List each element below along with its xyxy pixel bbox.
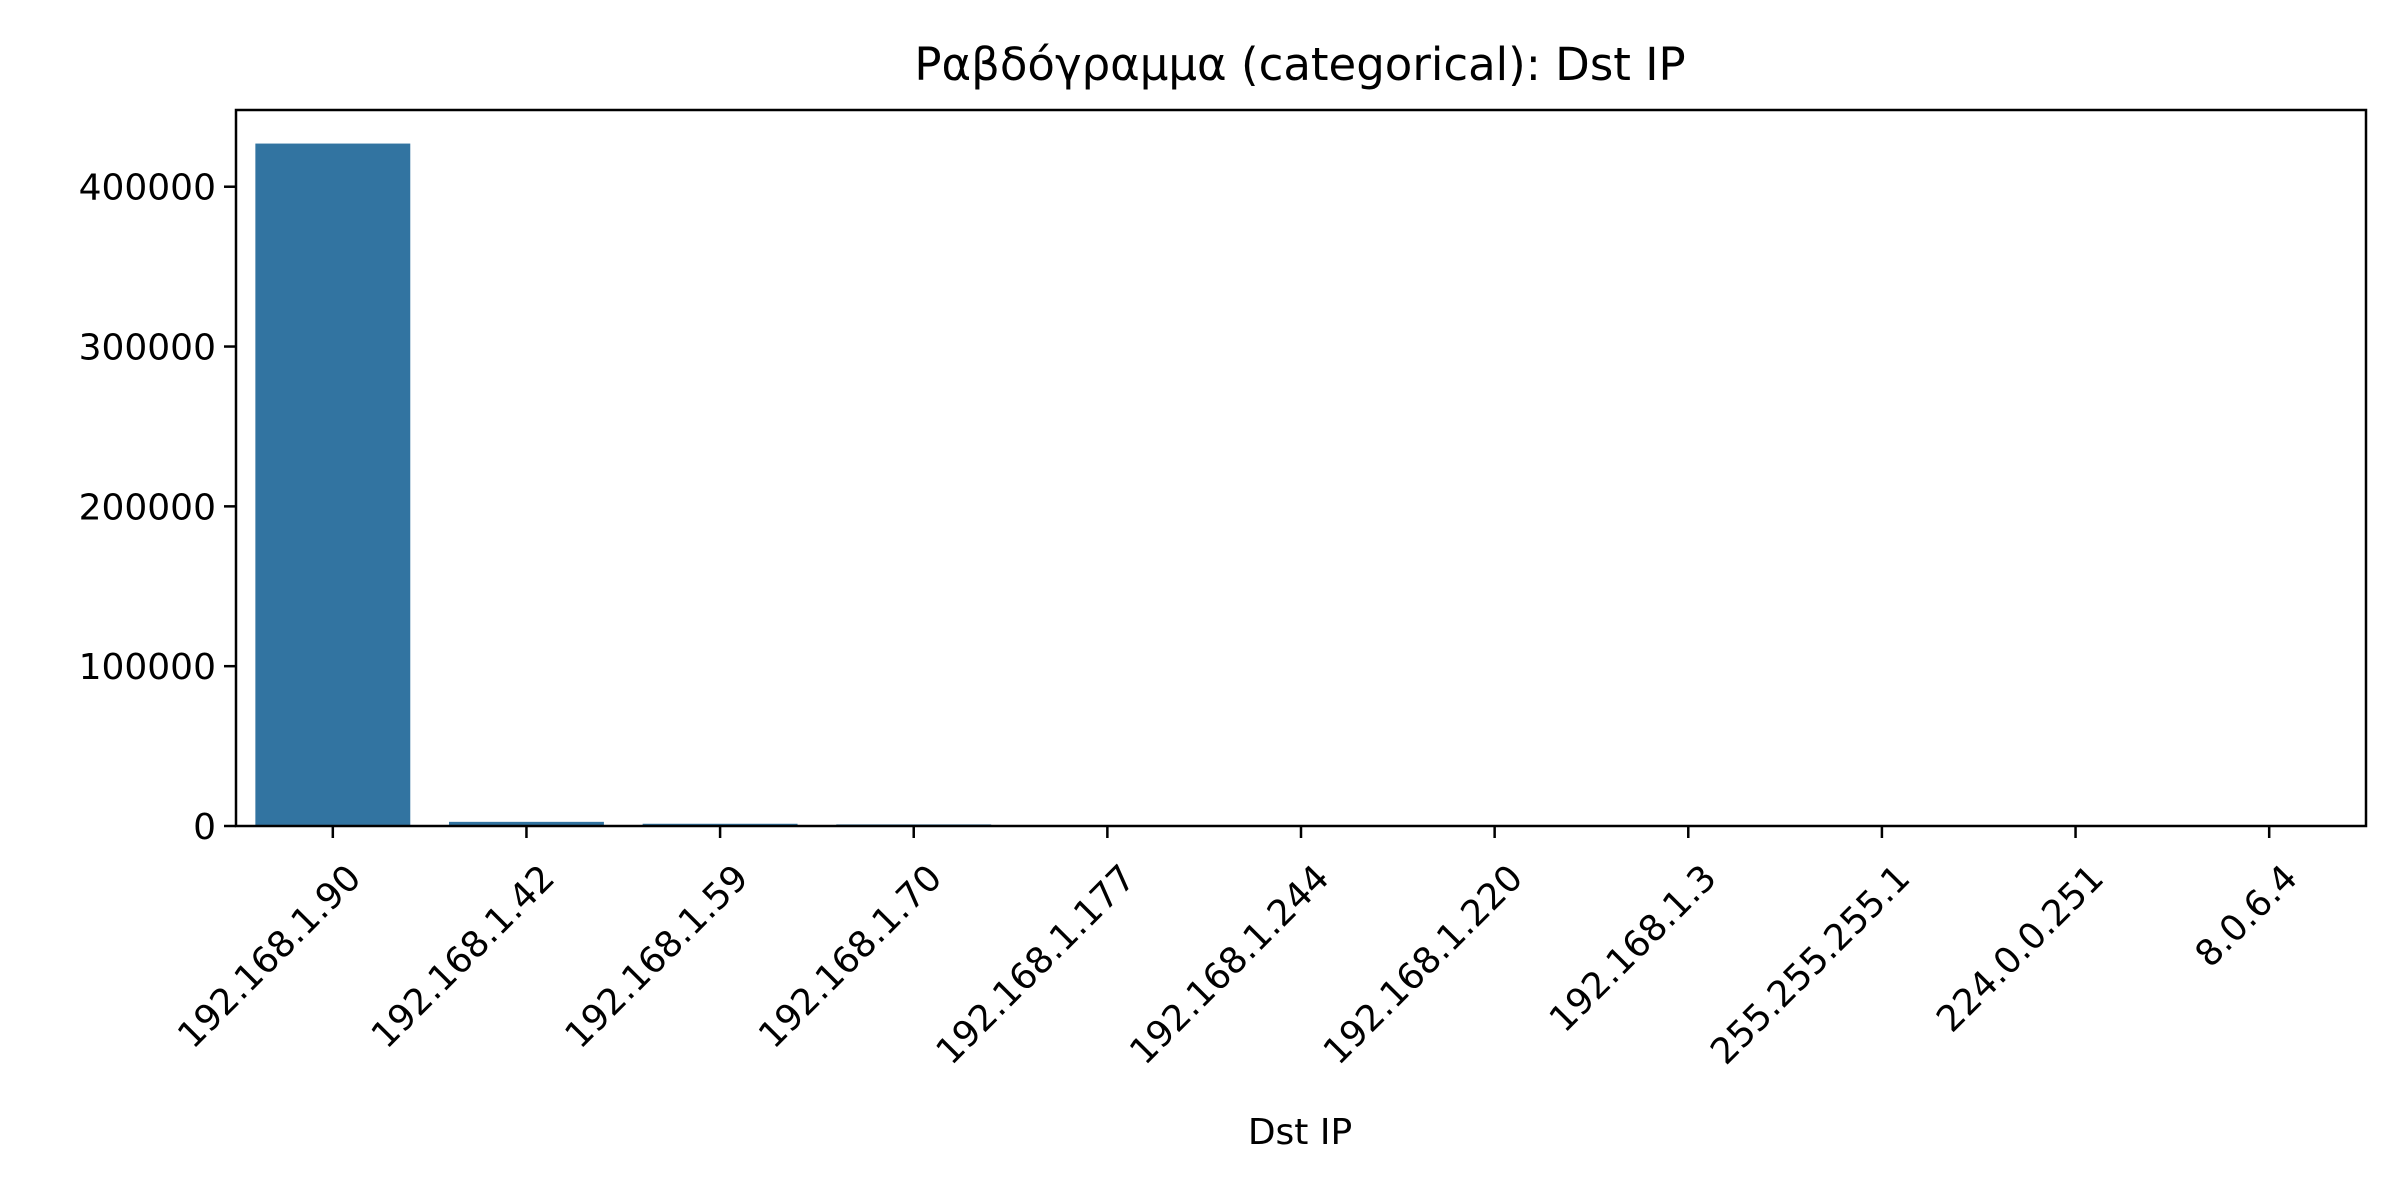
x-tick-label: 224.0.0.251 bbox=[1929, 857, 2112, 1040]
bar-192.168.1.42 bbox=[449, 821, 604, 826]
x-tick-label: 192.168.1.59 bbox=[558, 857, 757, 1056]
x-tick-label: 192.168.1.177 bbox=[929, 857, 1144, 1072]
y-tick-label: 200000 bbox=[79, 487, 216, 528]
x-tick-label: 192.168.1.90 bbox=[170, 857, 369, 1056]
x-tick-label: 192.168.1.244 bbox=[1122, 857, 1337, 1072]
x-tick-label: 255.255.255.1 bbox=[1703, 857, 1918, 1072]
x-tick-label: 192.168.1.220 bbox=[1316, 857, 1531, 1072]
x-axis: 192.168.1.90192.168.1.42192.168.1.59192.… bbox=[170, 826, 2306, 1073]
y-tick-label: 300000 bbox=[79, 328, 216, 369]
plot-frame bbox=[234, 108, 2368, 828]
y-tick-label: 0 bbox=[193, 807, 216, 848]
y-axis: 0 100000 200000 300000 400000 bbox=[79, 168, 236, 848]
x-tick-label: 192.168.1.70 bbox=[751, 857, 950, 1056]
y-tick-label: 100000 bbox=[79, 647, 216, 688]
x-axis-label: Dst IP bbox=[1248, 1112, 1352, 1153]
y-tick-label: 400000 bbox=[79, 168, 216, 209]
bars-group bbox=[255, 143, 2347, 826]
bar-192.168.1.90 bbox=[255, 143, 411, 826]
x-tick-label: 192.168.1.42 bbox=[364, 857, 563, 1056]
x-tick-label: 8.0.6.4 bbox=[2188, 857, 2306, 975]
chart-title: Ραβδόγραμμα (categorical): Dst IP bbox=[914, 38, 1685, 91]
x-tick-label: 192.168.1.3 bbox=[1542, 857, 1725, 1040]
